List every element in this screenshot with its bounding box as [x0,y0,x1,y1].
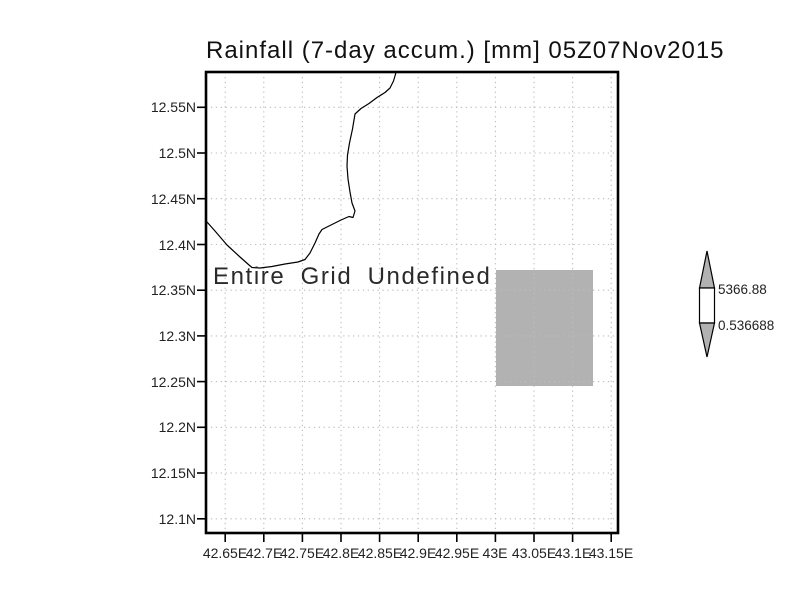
y-axis-tick-label: 12.5N [158,145,196,161]
x-axis-tick-label: 42.7E [245,545,283,561]
y-axis-tick-label: 12.3N [158,328,196,344]
colorbar-max-label: 5366.88 [718,282,767,297]
colorbar-body [698,287,716,324]
x-axis-tick-label: 42.85E [357,545,403,561]
map-frame [204,70,620,535]
y-axis-tick-label: 12.15N [150,465,196,481]
x-axis-tick-label: 42.8E [322,545,360,561]
axis-ticks [197,106,613,542]
x-axis-tick-label: 42.9E [399,545,437,561]
y-axis-tick-label: 12.55N [150,99,196,115]
colorbar-min-label: 0.536688 [718,318,775,333]
y-axis-tick-label: 12.25N [150,374,196,390]
colorbar-lower-arrow [698,322,716,358]
undefined-annotation: Entire Grid Undefined [213,263,492,290]
x-axis-tick-label: 42.95E [434,545,480,561]
x-axis-tick-label: 42.65E [202,545,248,561]
y-axis-tick-label: 12.2N [158,419,196,435]
colorbar [698,250,716,358]
colorbar-upper-arrow [698,250,716,289]
y-axis-tick-label: 12.35N [150,282,196,298]
x-axis-tick-label: 43.05E [511,545,557,561]
x-axis-tick-label: 43E [482,545,508,561]
y-axis-tick-label: 12.1N [158,511,196,527]
x-axis-tick-label: 43.15E [588,545,634,561]
coastline-path [206,71,397,269]
undefined-region-rect [496,270,593,386]
x-axis-tick-label: 43.1E [554,545,592,561]
y-axis-tick-label: 12.4N [158,237,196,253]
gridlines [206,72,618,533]
x-axis-tick-label: 42.75E [279,545,325,561]
y-axis-tick-label: 12.45N [150,191,196,207]
